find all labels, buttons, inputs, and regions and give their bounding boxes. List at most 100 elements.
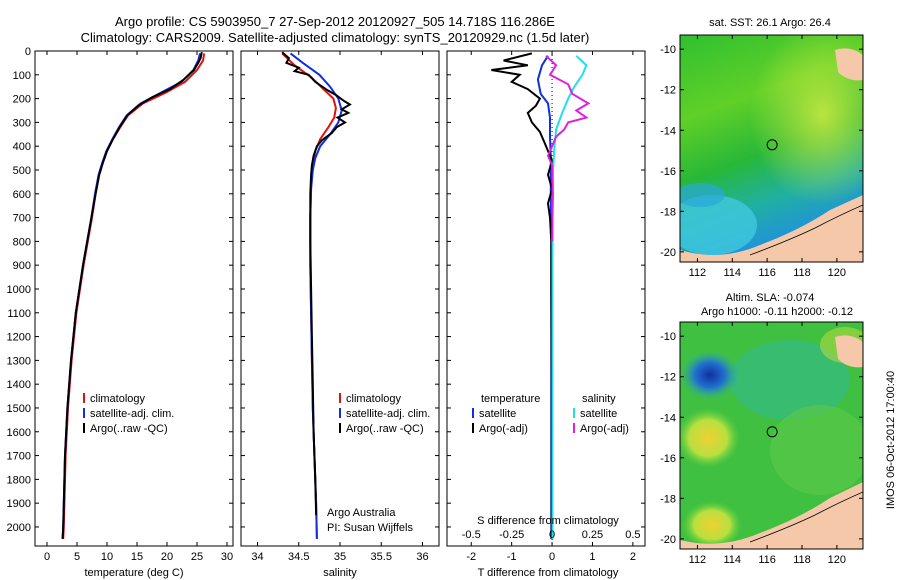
argo-location-marker — [766, 426, 778, 438]
difference-frame — [446, 50, 646, 547]
sla-island — [835, 335, 863, 368]
depth-tick-label: 1200 — [7, 332, 31, 344]
x-tick-label: 30 — [221, 551, 233, 563]
depth-tick-label: 1300 — [7, 355, 31, 367]
salinity-annotation-2: PI: Susan Wijffels — [327, 522, 413, 534]
difference-xlabel: T difference from climatology — [478, 567, 619, 579]
map-x-tick-label: 118 — [793, 267, 811, 279]
map-x-tick-label: 112 — [689, 267, 707, 279]
map-y-tick-label: -14 — [660, 125, 676, 137]
sla-map-title: Altim. SLA: -0.074 — [726, 292, 815, 304]
sla-map-title-2: Argo h1000: -0.11 h2000: -0.12 — [701, 306, 853, 318]
argo-location-marker — [766, 139, 778, 151]
series-line-1 — [491, 52, 554, 539]
depth-tick-label: 800 — [13, 236, 31, 248]
sla-map-panel: Altim. SLA: -0.074 Argo h1000: -0.11 h20… — [660, 292, 864, 566]
series-line-0 — [536, 55, 553, 539]
series-line-3 — [545, 55, 591, 242]
sst-map-frame — [679, 34, 864, 263]
series-line-2 — [61, 52, 203, 539]
depth-tick-label: 900 — [13, 260, 31, 272]
series-line-2 — [281, 51, 352, 516]
salinity-plot: 34 34.5 35 35.5 36 climatology satellite-adj. … — [251, 51, 430, 563]
temperature-xlabel: temperature (deg C) — [84, 567, 183, 579]
legend-label: climatology — [346, 393, 402, 405]
sst-australia-coast — [680, 195, 863, 262]
top-tick-label: 0.5 — [625, 529, 640, 541]
legend-title-salinity: salinity — [582, 393, 616, 405]
difference-panel: -2 -1 0 1 2 -0.5 -0.25 0 0.25 0.5 temperature salin… — [446, 50, 646, 579]
temperature-frame — [34, 50, 234, 547]
map-y-tick-label: -20 — [660, 247, 676, 259]
x-tick-label: 20 — [161, 551, 173, 563]
top-tick-label: -0.5 — [462, 529, 481, 541]
x-tick-label: 10 — [101, 551, 113, 563]
depth-tick-label: 1900 — [7, 498, 31, 510]
x-tick-label: 15 — [131, 551, 143, 563]
x-tick-label: 0 — [44, 551, 50, 563]
depth-tick-label: 1100 — [7, 308, 31, 320]
legend-label: Argo(..raw -QC) — [346, 423, 424, 435]
map-x-tick-label: 116 — [758, 267, 776, 279]
depth-tick-label: 1500 — [7, 403, 31, 415]
map-y-tick-label: -18 — [660, 206, 676, 218]
depth-tick-labels: 0 100 200 300 400 500 600 700 800 900 1000 1100 1200… — [7, 46, 645, 534]
sla-map-field — [680, 322, 863, 549]
x-tick-label: -1 — [507, 551, 517, 563]
series-line-2 — [551, 55, 588, 539]
depth-tick-label: 600 — [13, 189, 31, 201]
map-x-tick-label: 120 — [828, 267, 846, 279]
sst-map-title: sat. SST: 26.1 Argo: 26.4 — [709, 17, 831, 29]
legend-label: satellite-adj. clim. — [346, 408, 430, 420]
difference-plot: -2 -1 0 1 2 -0.5 -0.25 0 0.25 0.5 temperature salin… — [462, 51, 641, 563]
depth-tick-label: 1700 — [7, 451, 31, 463]
sla-map-frame — [679, 321, 864, 550]
sla-map-axes: 112 114 116 118 120 -10 -12 -14 -16 -18 -20 — [660, 322, 863, 566]
x-tick-label: 25 — [191, 551, 203, 563]
title-line-1: Argo profile: CS 5903950_7 27-Sep-2012 2… — [115, 14, 555, 29]
series-line-1 — [289, 52, 343, 539]
salinity-xlabel: salinity — [323, 567, 357, 579]
sla-australia-coast — [680, 482, 863, 549]
legend-label: climatology — [90, 393, 146, 405]
sst-map-axes: 112 114 116 118 120 -10 -12 -14 -16 -18 -20 — [660, 35, 863, 279]
map-y-tick-label: -10 — [660, 331, 676, 343]
temperature-panel: 0100200300400500600700800900100011001200… — [7, 46, 645, 579]
depth-tick-label: 1600 — [7, 427, 31, 439]
map-x-tick-label: 116 — [758, 554, 776, 566]
top-tick-label: -0.25 — [499, 529, 524, 541]
map-y-tick-label: -16 — [660, 453, 676, 465]
top-tick-label: 0.25 — [582, 529, 603, 541]
legend-label: Argo(..raw -QC) — [90, 423, 168, 435]
series-line-1 — [61, 53, 201, 539]
top-tick-label: 0 — [549, 529, 555, 541]
depth-tick-label: 300 — [13, 117, 31, 129]
map-y-tick-label: -16 — [660, 166, 676, 178]
x-tick-label: 36 — [416, 551, 428, 563]
legend-label: satellite — [580, 408, 617, 420]
x-tick-label: 34 — [251, 551, 263, 563]
depth-tick-label: 1000 — [7, 284, 31, 296]
map-y-tick-label: -14 — [660, 412, 676, 424]
map-x-tick-label: 114 — [724, 267, 742, 279]
legend-label: satellite-adj. clim. — [90, 408, 174, 420]
legend-label: Argo(-adj) — [580, 423, 629, 435]
title-line-2: Climatology: CARS2009. Satellite-adjuste… — [81, 30, 590, 45]
map-y-tick-label: -20 — [660, 534, 676, 546]
depth-tick-label: 100 — [13, 70, 31, 82]
map-x-tick-label: 112 — [689, 554, 707, 566]
map-x-tick-label: 114 — [724, 554, 742, 566]
map-y-tick-label: -12 — [660, 372, 676, 384]
depth-tick-label: 700 — [13, 213, 31, 225]
depth-tick-label: 500 — [13, 165, 31, 177]
x-tick-label: -2 — [466, 551, 476, 563]
x-tick-label: 2 — [630, 551, 636, 563]
map-x-tick-label: 118 — [793, 554, 811, 566]
series-line-0 — [62, 53, 206, 539]
x-tick-label: 35 — [334, 551, 346, 563]
depth-tick-label: 0 — [25, 46, 31, 58]
depth-tick-label: 1400 — [7, 379, 31, 391]
map-y-tick-label: -18 — [660, 493, 676, 505]
map-y-tick-label: -10 — [660, 44, 676, 56]
